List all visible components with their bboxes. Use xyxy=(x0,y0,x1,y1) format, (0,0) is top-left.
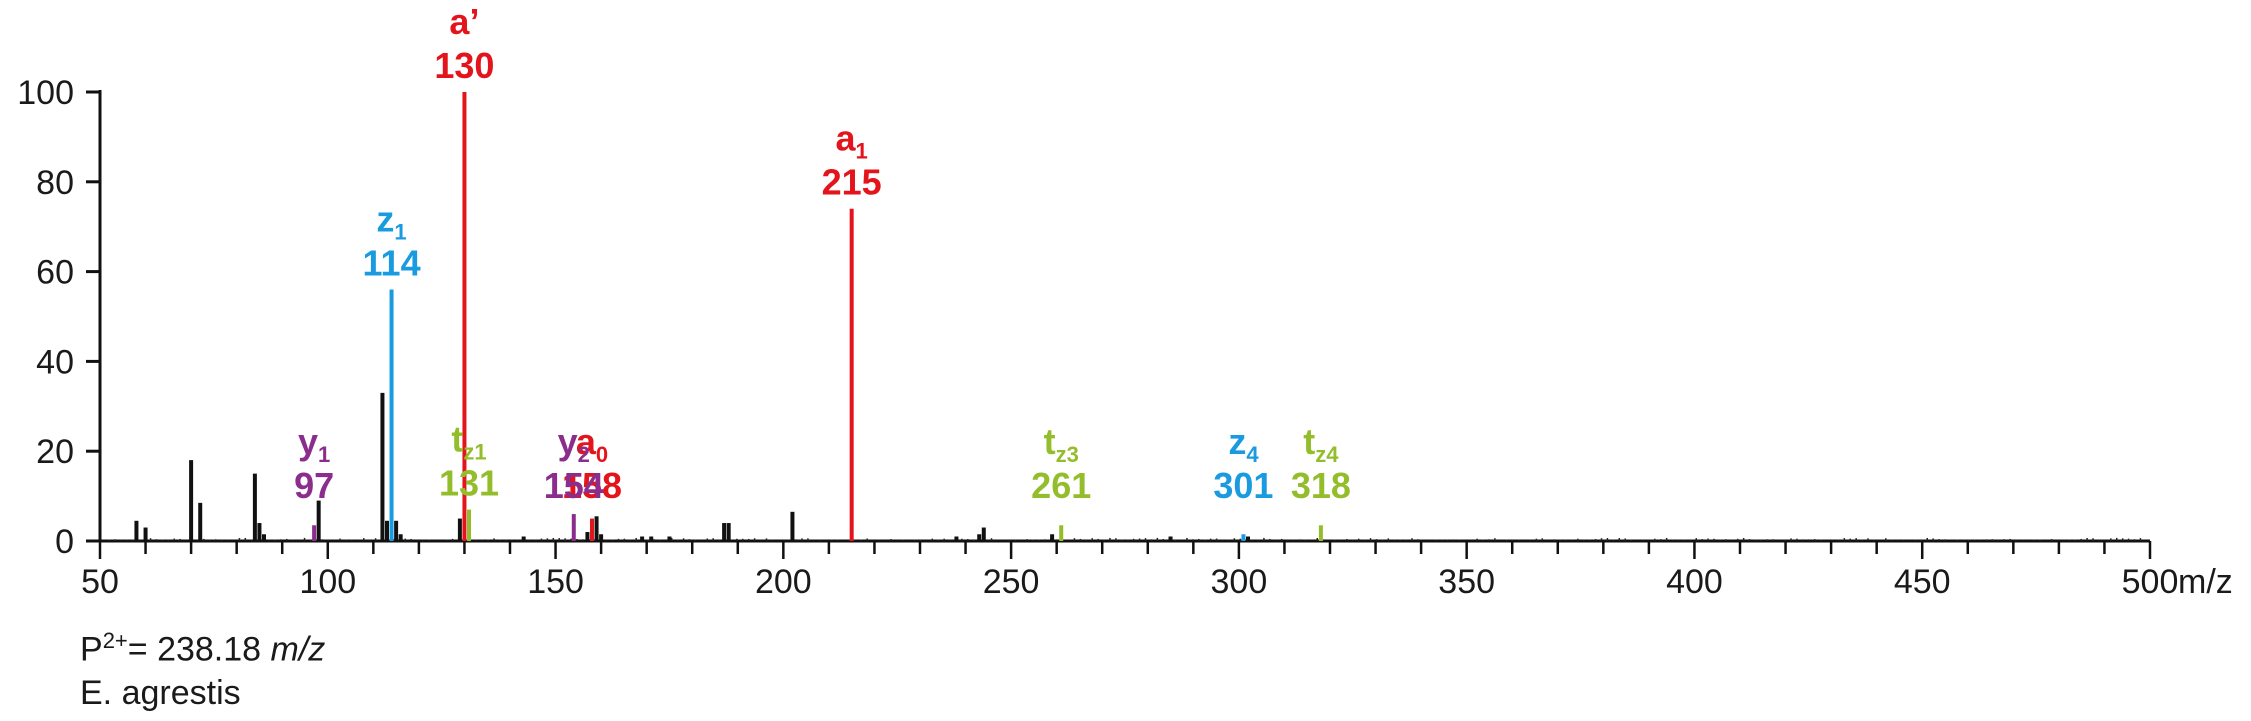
ion-subscript: 1 xyxy=(318,442,330,467)
ion-letter: t xyxy=(451,419,463,460)
peak-label-mz-130: 130 xyxy=(434,45,494,86)
peak-label-ion-tz1: tz1 xyxy=(451,419,486,465)
ion-letter: t xyxy=(1303,421,1315,462)
ion-subscript: 4 xyxy=(1246,442,1259,467)
peak-label-ion-tz3: tz3 xyxy=(1044,421,1079,467)
peak-label-ion-z4: z4 xyxy=(1228,421,1259,467)
x-tick-label-200: 200 xyxy=(755,563,812,601)
peak-label-mz-318: 318 xyxy=(1291,465,1351,506)
ion-letter: t xyxy=(1044,421,1056,462)
x-tick-label-100: 100 xyxy=(299,563,356,601)
precursor-unit: m/z xyxy=(270,630,326,669)
x-tick-label-500: 500 xyxy=(2122,563,2179,601)
ion-subscript: 1 xyxy=(856,139,868,164)
precursor-charge: 2+ xyxy=(102,628,128,653)
y-tick-label-0: 0 xyxy=(55,523,74,561)
precursor-prefix: P xyxy=(80,630,103,669)
ion-letter: y xyxy=(298,421,318,462)
species-annotation: E. agrestis xyxy=(80,674,241,713)
peak-label-ion-a1: a1 xyxy=(836,118,868,164)
peak-label-ion-a0: a0 xyxy=(576,421,608,467)
x-tick-label-150: 150 xyxy=(527,563,584,601)
ion-subscript: z4 xyxy=(1315,442,1339,467)
x-tick-label-400: 400 xyxy=(1666,563,1723,601)
precursor-value: = 238.18 xyxy=(127,630,262,669)
ion-subscript: z1 xyxy=(463,440,486,465)
x-axis-unit-label: m/z xyxy=(2178,563,2233,601)
peak-label-mz-114: 114 xyxy=(363,243,421,284)
ion-subscript: 2 xyxy=(578,442,590,467)
peak-label-ion-tz4: tz4 xyxy=(1303,421,1339,467)
peak-label-mz-131: 131 xyxy=(439,463,499,504)
x-tick-label-250: 250 xyxy=(983,563,1040,601)
peak-label-ion-y1: y1 xyxy=(298,421,330,467)
y-tick-label-20: 20 xyxy=(36,433,74,471)
peak-label-mz-97: 97 xyxy=(294,465,334,506)
y-tick-label-40: 40 xyxy=(36,343,74,381)
ion-letter: a xyxy=(576,421,597,462)
precursor-annotation: P2+= 238.18 m/z xyxy=(80,628,325,669)
peak-label-mz-215: 215 xyxy=(822,162,882,203)
x-tick-label-50: 50 xyxy=(81,563,119,601)
peak-label-ion-a’: a’ xyxy=(449,1,479,42)
x-tick-label-350: 350 xyxy=(1438,563,1495,601)
species-name: E. agrestis xyxy=(80,674,241,712)
peaks xyxy=(134,92,1323,541)
ion-subscript: 1 xyxy=(394,220,406,245)
peak-label-mz-158: 158 xyxy=(562,465,622,506)
peak-labels: 130a’215a1158a0114z1301z497y1154y2131tz1… xyxy=(294,1,1351,506)
ion-letter: z xyxy=(376,199,394,240)
peak-label-mz-301: 301 xyxy=(1213,465,1273,506)
y-tick-label-60: 60 xyxy=(36,254,74,292)
y-tick-label-100: 100 xyxy=(17,74,74,112)
peak-label-mz-261: 261 xyxy=(1031,465,1091,506)
ion-letter: a xyxy=(836,118,857,159)
y-tick-label-80: 80 xyxy=(36,164,74,202)
ion-letter: y xyxy=(558,421,578,462)
x-tick-label-450: 450 xyxy=(1894,563,1951,601)
peak-label-ion-z1: z1 xyxy=(376,199,406,245)
peak-label-ion-y2: y2 xyxy=(558,421,590,467)
ion-letter: z xyxy=(1228,421,1246,462)
ion-letter: a’ xyxy=(449,1,479,42)
ion-subscript: z3 xyxy=(1056,442,1079,467)
peak-label-mz-154: 154 xyxy=(544,465,604,506)
ion-subscript: 0 xyxy=(596,442,608,467)
x-tick-label-300: 300 xyxy=(1211,563,1268,601)
